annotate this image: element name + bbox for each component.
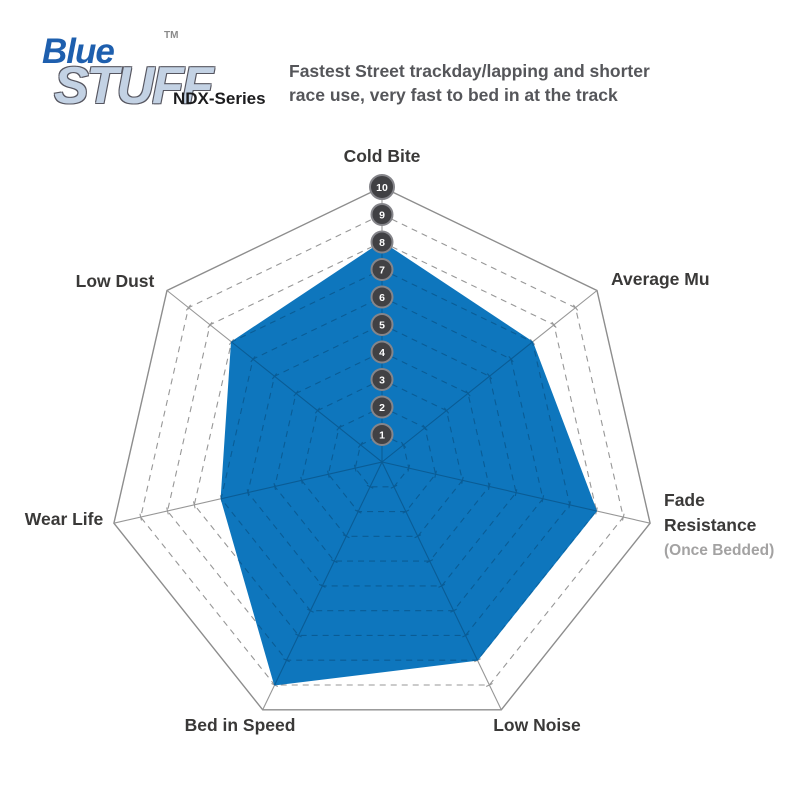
grid-tick [572, 304, 579, 311]
grid-tick-inner [250, 356, 256, 363]
scale-badge-label-10: 10 [376, 182, 388, 194]
scale-badge-9 [370, 203, 394, 226]
scale-badge-8 [370, 230, 394, 254]
scale-badge-4 [370, 340, 394, 364]
grid-ring-4-inner [274, 351, 490, 562]
grid-tick-inner [461, 476, 464, 484]
product-description: Fastest Street trackday/lapping and shor… [289, 59, 650, 107]
grid-tick-inner [402, 509, 410, 514]
data-polygon [220, 241, 598, 686]
axis-label-low-dust: Low Dust [75, 271, 155, 291]
scale-badge-label-3: 3 [379, 374, 385, 386]
grid-tick-inner [283, 658, 290, 663]
grid-tick [551, 321, 557, 328]
grid-tick-inner [390, 484, 398, 489]
scale-badge-label-6: 6 [379, 292, 385, 304]
scale-badge-label-2: 2 [379, 402, 385, 414]
scale-badge-label-7: 7 [379, 264, 385, 276]
grid-tick-inner [514, 489, 518, 497]
scale-badge-label-1: 1 [379, 429, 385, 441]
series-name: NDX-Series [173, 89, 266, 108]
axis-label-cold-bite: Cold Bite [343, 146, 421, 166]
grid-tick-inner [327, 470, 330, 478]
grid-tick-inner [336, 424, 342, 431]
axis-label-bed-in-speed: Bed in Speed [184, 715, 296, 735]
grid-ring-10 [113, 186, 651, 711]
grid-tick-inner [318, 583, 326, 588]
description-line-1: Fastest Street trackday/lapping and shor… [289, 61, 650, 81]
grid-tick-inner [295, 633, 302, 638]
grid-tick-inner [487, 482, 491, 491]
grid-tick-inner [353, 464, 357, 472]
grid-tick-inner [462, 633, 469, 638]
grid-tick-inner [465, 390, 471, 397]
grid-tick [207, 321, 213, 328]
grid-tick [192, 501, 196, 509]
grid-tick-inner [354, 509, 362, 514]
grid-ring-9 [140, 213, 624, 686]
scale-badge-2 [370, 395, 394, 419]
grid-ring-2-inner [327, 406, 437, 513]
grid-tick-inner [414, 534, 422, 539]
grid-tick-inner [426, 559, 434, 564]
scale-badge-label-4: 4 [379, 347, 385, 359]
grid-tick [139, 513, 143, 521]
trademark-symbol: TM [164, 30, 179, 41]
grid-tick-inner [293, 390, 299, 397]
grid-tick-inner [314, 407, 321, 414]
grid-tick-inner [366, 484, 374, 489]
grid-tick-inner [568, 501, 572, 509]
scale-badge-label-9: 9 [379, 209, 385, 221]
grid-tick-inner [541, 495, 545, 503]
logo-word-stuff: STUFF [54, 57, 214, 115]
grid-tick-inner [357, 441, 364, 448]
grid-ring-7-inner [221, 268, 571, 636]
grid-tick-inner [246, 489, 250, 497]
scale-badge-5 [370, 313, 394, 336]
scale-badge-6 [370, 285, 394, 309]
grid-tick-inner [400, 441, 407, 448]
scale-badge-3 [370, 368, 394, 391]
grid-tick-inner [300, 476, 303, 484]
grid-tick-inner [434, 470, 437, 478]
axis-label-wear-life: Wear Life [24, 509, 104, 529]
scale-badge-label-5: 5 [379, 319, 385, 331]
grid-tick-inner [407, 464, 411, 472]
grid-tick-inner [450, 608, 457, 613]
bluestuff-logo: STUFF Blue TM NDX-Series [40, 30, 280, 120]
fade-label-subtext: (Once Bedded) [664, 542, 775, 559]
scale-badge-1 [370, 423, 394, 446]
description-line-2: race use, very fast to bed in at the tra… [289, 85, 618, 105]
logo-word-blue: Blue [42, 32, 115, 71]
grid-tick-inner [271, 373, 278, 380]
axis-label-low-noise: Low Noise [493, 715, 581, 735]
grid-tick [166, 507, 169, 515]
grid-tick-inner [273, 482, 277, 491]
grid-tick-inner [508, 356, 514, 363]
grid-tick-inner [307, 608, 314, 613]
axis-label-average-mu: Average Mu [611, 269, 710, 289]
fade-label-line2: Resistance [664, 515, 757, 535]
grid-tick-inner [443, 407, 450, 414]
scale-badge-10 [369, 174, 395, 200]
grid-tick [621, 513, 625, 521]
grid-tick-inner [422, 424, 428, 431]
grid-tick [185, 304, 192, 311]
fade-label-line1: Fade [664, 490, 705, 510]
scale-badge-7 [370, 258, 394, 281]
grid-tick-inner [486, 373, 493, 380]
grid-tick [485, 683, 493, 687]
scale-badge-label-8: 8 [379, 237, 385, 249]
grid-tick-inner [342, 534, 350, 539]
grid-ring-6-inner [221, 296, 544, 612]
grid-ring-5-inner [247, 323, 517, 587]
grid-tick-inner [438, 583, 446, 588]
grid-tick-inner [330, 559, 338, 564]
grid-ring-1-inner [354, 433, 410, 488]
grid-ring-8 [166, 241, 598, 661]
axis-label-fade-resistance: Fade Resistance (Once Bedded) [664, 488, 774, 563]
